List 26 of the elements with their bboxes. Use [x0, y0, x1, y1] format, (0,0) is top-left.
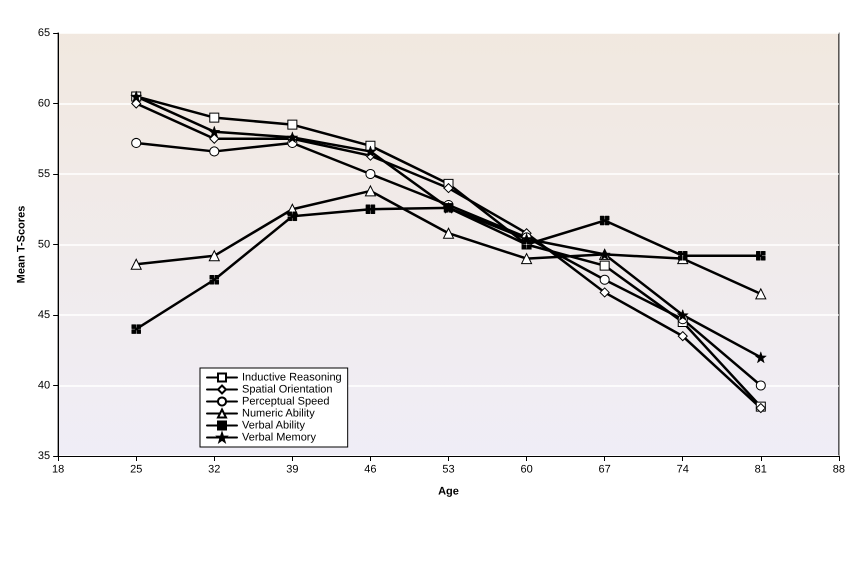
x-tick-label: 67 [598, 464, 611, 476]
x-tick-label: 46 [364, 464, 377, 476]
legend-label: Inductive Reasoning [242, 372, 342, 384]
y-tick-label: 65 [38, 27, 50, 39]
y-tick-label: 60 [38, 98, 50, 110]
x-tick-label: 39 [286, 464, 298, 476]
y-tick-label: 35 [38, 450, 50, 462]
x-tick-label: 60 [520, 464, 533, 476]
y-tick-label: 45 [38, 309, 50, 321]
x-tick-label: 25 [130, 464, 142, 476]
x-tick-label: 74 [676, 464, 689, 476]
legend-label: Spatial Orientation [242, 384, 332, 396]
y-tick-label: 40 [38, 380, 50, 392]
legend-label: Perceptual Speed [242, 396, 330, 408]
x-tick-label: 88 [832, 464, 846, 476]
x-tick-label: 81 [754, 464, 767, 476]
x-tick-label: 53 [442, 464, 455, 476]
x-tick-label: 32 [208, 464, 220, 476]
x-tick-label: 18 [52, 464, 64, 476]
y-tick-label: 50 [38, 238, 50, 250]
legend-label: Verbal Ability [242, 420, 306, 432]
legend-label: Numeric Ability [242, 408, 316, 420]
y-tick-label: 55 [38, 168, 50, 180]
y-axis-title: Mean T-Scores [16, 206, 28, 284]
x-axis-title: Age [438, 486, 459, 498]
legend-label: Verbal Memory [242, 432, 316, 444]
